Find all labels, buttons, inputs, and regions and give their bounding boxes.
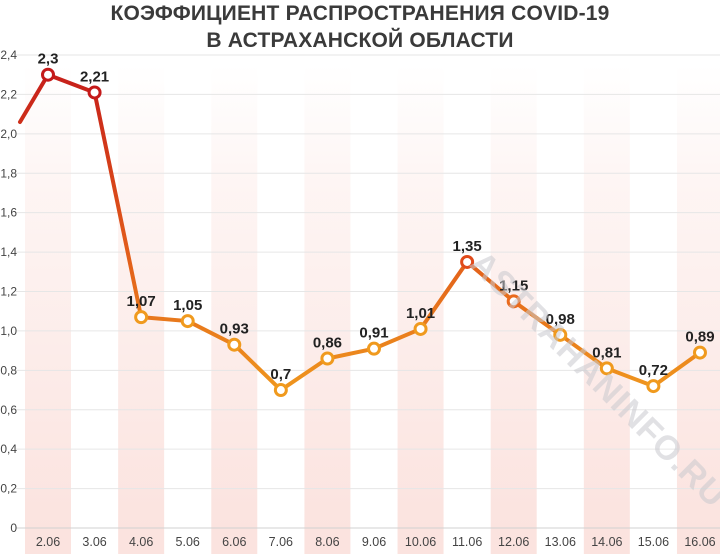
data-label-5.06: 1,05 [173, 297, 202, 314]
band-2.06 [25, 65, 71, 528]
data-label-12.06: 1,15 [499, 277, 528, 294]
data-point-12.06 [506, 294, 521, 309]
data-label-14.06: 0,81 [592, 344, 621, 361]
chart-title-line1: КОЭФФИЦИЕНТ РАСПРОСТРАНЕНИЯ COVID-19 [110, 2, 610, 25]
x-tick-label: 3.06 [82, 535, 106, 549]
data-point-7.06 [273, 383, 288, 398]
x-tick-label: 13.06 [545, 535, 576, 549]
data-label-4.06: 1,07 [127, 293, 156, 310]
data-point-3.06 [87, 85, 102, 100]
category-strip [490, 528, 537, 554]
category-strip [397, 528, 444, 554]
data-points [41, 67, 707, 398]
x-tick-label: 6.06 [222, 535, 246, 549]
x-tick-label: 11.06 [452, 535, 482, 549]
data-point-9.06 [366, 341, 381, 356]
y-tick-label: 2,4 [0, 48, 17, 62]
y-tick-label: 0,2 [0, 482, 17, 496]
category-strip [118, 528, 165, 554]
y-tick-label: 1,0 [0, 324, 17, 338]
band-16.06 [676, 65, 720, 528]
y-tick-label: 0,8 [0, 363, 17, 377]
data-label-7.06: 0,7 [270, 366, 291, 383]
data-point-14.06 [599, 361, 614, 376]
category-strip [583, 528, 630, 554]
x-tick-label: 5.06 [176, 535, 200, 549]
band-6.06 [211, 65, 258, 528]
data-label-3.06: 2,21 [80, 68, 109, 85]
data-label-13.06: 0,98 [546, 311, 575, 328]
band-14.06 [583, 65, 630, 528]
y-tick-label: 2,0 [0, 127, 17, 141]
data-point-8.06 [320, 351, 335, 366]
band-4.06 [118, 65, 165, 528]
data-point-13.06 [553, 327, 568, 342]
series-path [18, 72, 702, 393]
y-tick-label: 1,2 [0, 285, 17, 299]
band-10.06 [397, 65, 444, 528]
y-tick-label: 0 [10, 521, 17, 535]
x-tick-label: 4.06 [129, 535, 153, 549]
series-line [18, 72, 702, 393]
y-tick-label: 1,6 [0, 206, 17, 220]
x-tick-label: 15.06 [638, 535, 669, 549]
alternating-bands [25, 65, 720, 554]
x-tick-label: 12.06 [498, 535, 529, 549]
data-label-9.06: 0,91 [359, 325, 388, 342]
x-tick-label: 7.06 [269, 535, 293, 549]
x-axis: 2.06 3.06 4.06 5.06 6.06 7.06 8.06 9.06 10.06 11.… [36, 535, 716, 549]
data-label-6.06: 0,93 [220, 321, 249, 338]
data-point-4.06 [134, 310, 149, 325]
data-point-2.06 [41, 67, 55, 82]
y-axis: 0 0,2 0,4 0,6 0,8 1,0 1,2 1,4 1,6 1,8 2,0 2,2 2,4 [0, 48, 17, 535]
x-tick-label: 2.06 [36, 535, 60, 549]
data-label-2.06: 2,3 [38, 51, 59, 68]
data-point-11.06 [460, 254, 475, 269]
data-point-6.06 [227, 337, 242, 352]
data-label-8.06: 0,86 [313, 335, 342, 352]
band-8.06 [304, 65, 351, 528]
y-tick-label: 0,6 [0, 403, 17, 417]
x-tick-label: 14.06 [591, 535, 622, 549]
y-tick-label: 1,4 [0, 245, 17, 259]
y-tick-label: 1,8 [0, 166, 17, 180]
x-tick-label: 8.06 [315, 535, 339, 549]
data-point-15.06 [646, 379, 661, 394]
data-point-16.06 [692, 345, 707, 360]
x-tick-label: 9.06 [362, 535, 386, 549]
y-tick-label: 2,2 [0, 87, 17, 101]
category-strip [25, 528, 71, 554]
data-label-16.06: 0,89 [685, 329, 714, 346]
data-label-10.06: 1,01 [406, 305, 435, 322]
data-point-5.06 [180, 314, 195, 329]
data-point-10.06 [413, 321, 428, 336]
x-tick-label: 16.06 [684, 535, 715, 549]
data-labels: 2,3 2,21 1,07 1,05 0,93 0,7 0,86 0,91 1,01 1,35 1,… [38, 51, 715, 383]
category-strip [676, 528, 720, 554]
chart-title-line2: В АСТРАХАНСКОЙ ОБЛАСТИ [206, 29, 514, 52]
x-tick-label: 10.06 [405, 535, 436, 549]
data-label-15.06: 0,72 [639, 362, 668, 379]
category-strip [211, 528, 258, 554]
data-label-11.06: 1,35 [453, 238, 482, 255]
category-strip [304, 528, 351, 554]
y-tick-label: 0,4 [0, 442, 17, 456]
